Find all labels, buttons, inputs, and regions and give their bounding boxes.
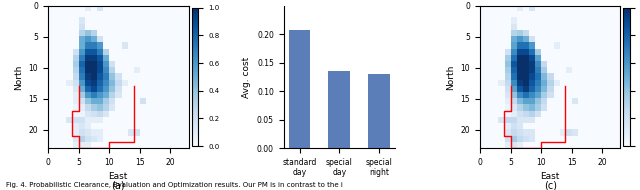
Bar: [289, 30, 310, 148]
Y-axis label: North: North: [14, 64, 23, 90]
X-axis label: East: East: [109, 173, 128, 181]
Text: (a): (a): [111, 180, 125, 190]
Y-axis label: Avg. cost: Avg. cost: [243, 56, 252, 98]
Bar: [368, 74, 390, 148]
Y-axis label: North: North: [446, 64, 455, 90]
Bar: [328, 71, 350, 148]
X-axis label: East: East: [541, 173, 560, 181]
Text: Fig. 4. Probabilistic Clearance, Evaluation and Optimization results. Our PM is : Fig. 4. Probabilistic Clearance, Evaluat…: [6, 182, 343, 188]
Text: (c): (c): [544, 180, 557, 190]
